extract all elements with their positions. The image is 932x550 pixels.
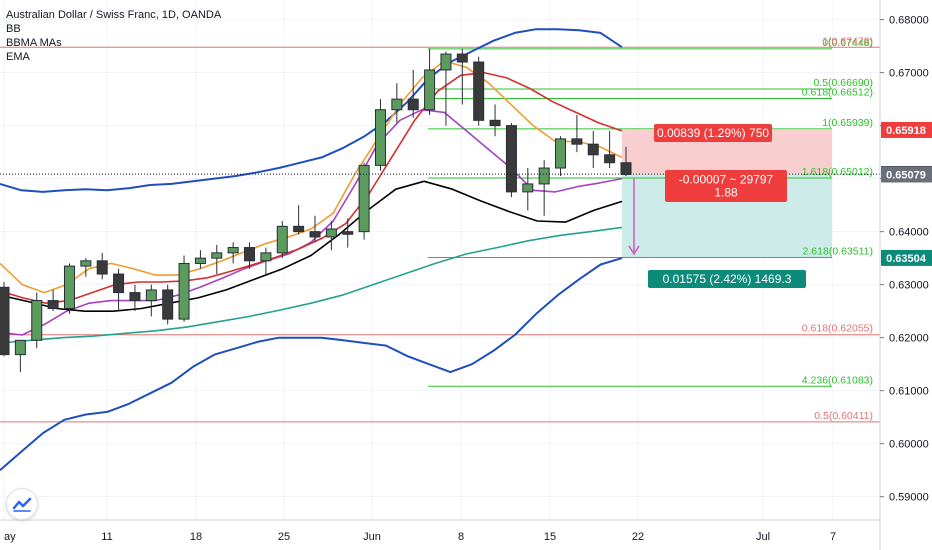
x-tick-label-9: 7 [830, 531, 836, 543]
candle-body [522, 183, 534, 193]
candle-body [194, 257, 206, 264]
candle-body [309, 231, 321, 238]
fib-label-9: 0.5(0.60411) [814, 410, 873, 422]
x-tick-label-3: 25 [278, 531, 290, 543]
fib-label-2: 0.5(0.66690) [813, 77, 873, 89]
risk-label-text-0: 0.00839 (1.29%) 750 [657, 126, 769, 140]
price-tag-3 [881, 249, 932, 266]
candle-body [31, 300, 43, 341]
candle-body [113, 273, 125, 294]
fib-label-4: 1(0.65939) [822, 117, 873, 129]
candle-body [80, 260, 92, 267]
candle-body [96, 260, 108, 275]
candle-body [0, 286, 10, 356]
fib-label-8: 4.236(0.61083) [802, 374, 873, 386]
y-tick-label-7: 0.61000 [889, 386, 929, 398]
x-tick-label-4: Jun [363, 531, 381, 543]
candle-body [456, 53, 468, 63]
ma-red-line [0, 71, 623, 304]
fib-label-3: 0.618(0.66512) [802, 86, 873, 98]
candle-body [342, 231, 354, 235]
price-tag-label-2: 0.65079 [886, 169, 926, 181]
x-tick-label-5: 8 [458, 531, 464, 543]
candle-body [587, 143, 599, 156]
candle-body [162, 289, 174, 320]
price-tag-label-3: 0.63504 [886, 253, 927, 265]
reward-label-bg [648, 270, 806, 288]
candle-body [424, 69, 436, 111]
candle-body [63, 265, 75, 310]
ma-purple-line [0, 108, 623, 336]
candle-body [276, 225, 288, 254]
candle-body [555, 138, 567, 169]
x-tick-label-8: Jul [756, 531, 770, 543]
reward-label-text-0: 0.01575 (2.42%) 1469.3 [663, 272, 792, 286]
y-tick-label-1: 0.67000 [889, 68, 929, 80]
candle-body [391, 98, 403, 111]
chart-legend: Australian Dollar / Swiss Franc, 1D, OAN… [6, 8, 221, 64]
position-info-bg [665, 170, 787, 202]
candle-body [325, 228, 337, 238]
legend-bb[interactable]: BB [6, 23, 21, 35]
candle-body [620, 162, 632, 175]
y-tick-label-5: 0.63000 [889, 280, 929, 292]
candle-body [571, 138, 583, 145]
y-tick-label-6: 0.62000 [889, 333, 929, 345]
logo-icon [12, 497, 32, 512]
candle-body [211, 252, 223, 259]
y-tick-label-4: 0.64000 [889, 227, 929, 239]
candle-body [440, 53, 452, 71]
price-tag-label-0: 0.65918 [886, 125, 926, 137]
ma-black-line [0, 180, 623, 312]
candle-body [244, 247, 256, 262]
x-tick-label-1: 11 [101, 531, 112, 543]
y-tick-label-0: 0.68000 [889, 15, 929, 27]
candle-body [538, 167, 550, 185]
fib-label-1: 1(0.67478) [822, 35, 873, 47]
fib-label-6: 2.618(0.63511) [803, 246, 873, 258]
candle-body [293, 225, 305, 233]
legend-title: Australian Dollar / Swiss Franc, 1D, OAN… [6, 9, 222, 21]
candle-body [129, 292, 141, 302]
price-tag-0 [881, 121, 932, 138]
x-tick-label-7: 22 [632, 531, 644, 543]
fib-label-5: 1.618(0.65012) [802, 166, 873, 178]
bollinger-upper-line [0, 28, 623, 193]
candle-body [227, 247, 239, 254]
candle-body [473, 61, 485, 121]
candle-body [358, 164, 370, 233]
candle-body [47, 300, 59, 310]
price-tag-2 [881, 166, 932, 183]
candle-body [145, 289, 157, 302]
candle-body [505, 125, 517, 193]
legend-bbma[interactable]: BBMA MAs [6, 37, 62, 49]
candle-body [407, 98, 419, 111]
x-tick-label-0: ay [4, 531, 16, 543]
fib-label-0: 0(0.67448) [822, 37, 873, 49]
candle-body [14, 339, 26, 356]
candle-body [604, 154, 616, 164]
y-tick-label-8: 0.60000 [889, 439, 929, 451]
x-tick-label-2: 18 [190, 531, 202, 543]
ema-line [0, 226, 623, 344]
position-info-text-0: -0.00007 ~ 29797 [679, 173, 774, 187]
target-arrow-head [628, 245, 640, 256]
legend-ema[interactable]: EMA [6, 51, 30, 63]
tradingview-logo[interactable] [6, 488, 38, 520]
risk-label-bg [654, 124, 772, 142]
fib-label-7: 0.618(0.62055) [802, 323, 873, 335]
y-tick-label-9: 0.59000 [889, 492, 929, 504]
position-info-text-1: 1.88 [714, 186, 738, 200]
candle-body [178, 262, 190, 320]
candle-body [489, 119, 501, 127]
candle-body [374, 109, 386, 166]
bollinger-lower-line [0, 257, 623, 471]
x-tick-label-6: 15 [544, 531, 556, 543]
candle-body [260, 252, 272, 262]
